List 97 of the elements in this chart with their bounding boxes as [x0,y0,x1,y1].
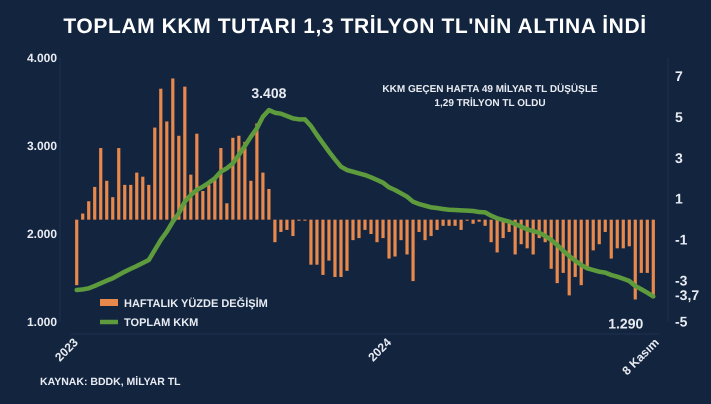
bar [309,220,313,265]
bar [640,220,643,273]
y2-tick-label: -5 [675,313,688,330]
bar [165,121,168,220]
bar [261,172,264,220]
bar [99,148,102,220]
y2-tick-label: -3 [675,272,688,289]
y2-tick-label: 3 [675,150,683,166]
bar [592,220,595,250]
text: KAYNAK: BDDK, MİLYAR TL [40,376,182,388]
bar [333,220,337,277]
bar [315,220,319,265]
bar [135,172,138,220]
bar [604,220,607,232]
bar [111,197,114,220]
bar [201,191,204,220]
line-series [74,108,656,299]
y2-tick-label: -3,7 [675,286,700,303]
bar [616,220,619,248]
bar [117,148,120,220]
bar [628,220,631,246]
bar [381,220,385,238]
y2-tick-label: 7 [675,68,683,84]
bar [568,220,571,296]
bar [441,220,445,226]
bar [375,220,379,242]
bar [453,220,457,226]
bar [363,220,367,230]
bar [195,134,198,220]
bar [429,220,433,236]
bar [327,220,331,261]
bar [93,186,96,220]
bar [411,220,415,282]
bar [393,220,397,257]
bar [586,220,589,267]
bar [273,220,277,242]
bar [249,180,252,220]
y2-tick-label: 5 [675,108,683,125]
bar [177,136,180,220]
annotation: 1.290 [608,315,644,332]
bar [646,220,649,273]
bar [81,214,84,220]
legend-label: HAFTALIK YÜZDE DEĞİŞİM [124,297,268,310]
bar [339,220,343,277]
bar [279,220,283,232]
bar [75,220,78,286]
bar [207,184,210,220]
bar [622,220,625,248]
y-tick-label: 3.000 [26,138,58,153]
y-tick-label: 2.000 [26,226,58,241]
annotation: KKM GEÇEN HAFTA 49 MİLYAR TL DÜŞÜŞLE 1,29 TRİLYON TL OLDU [382,83,598,109]
chart-title: TOPLAM KKM TUTARI 1,3 TRİLYON TL'NİN ALTINA İNDİ [63,15,647,38]
bar [580,220,583,286]
bar [634,220,637,300]
bar [496,220,499,252]
bar [399,220,403,240]
bar [159,88,162,220]
bar [171,78,174,220]
bar [556,220,559,284]
bar [369,220,373,234]
y2-tick-label: -1 [675,232,688,248]
bar [285,220,289,230]
bar [417,220,421,232]
bar [484,220,487,226]
bar [291,220,295,236]
bar [147,184,150,220]
bar [351,220,355,240]
bar [490,220,493,242]
bar [153,128,156,220]
bar [652,220,655,296]
bar [598,220,601,244]
bar [405,220,409,254]
legend-label: TOPLAM KKM [124,317,198,329]
bar [123,184,126,220]
bar [345,220,349,271]
y-tick-label: 4.000 [26,50,58,65]
bar [225,203,228,220]
bar [472,220,475,224]
bar [610,220,613,259]
bar [460,220,463,230]
bar [87,201,90,220]
bar [183,86,186,220]
bar [213,178,216,220]
annotation: 3.408 [251,85,287,102]
bar [423,220,427,240]
bar [105,180,108,220]
bar [435,220,439,230]
y-tick-label: 1.000 [26,314,58,329]
bar [447,220,451,226]
bar [267,188,270,220]
bar [387,220,391,259]
bar [141,176,144,220]
bar [321,220,325,275]
bar [357,220,361,238]
bar [129,184,132,220]
bar [574,220,577,277]
y2-tick-label: 1 [675,190,683,207]
